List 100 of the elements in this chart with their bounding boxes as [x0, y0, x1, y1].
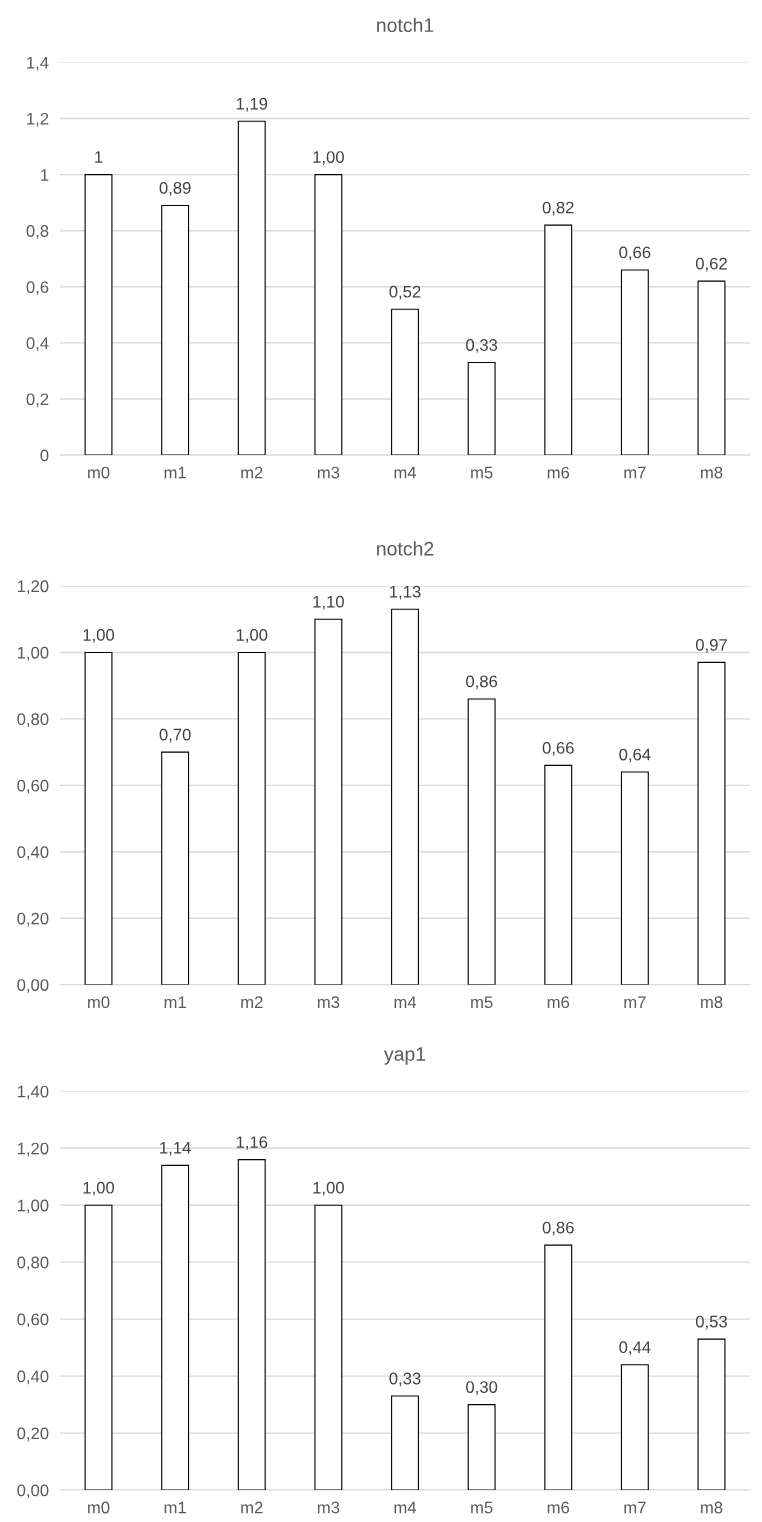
- x-tick-label: m5: [471, 466, 493, 479]
- x-tick-label: m6: [547, 466, 570, 479]
- data-label: 0,30: [466, 1381, 498, 1395]
- bar: [620, 1364, 649, 1491]
- y-tick-label: 1,4: [27, 56, 49, 71]
- bar: [161, 751, 190, 985]
- x-tick-label: m1: [164, 996, 186, 1008]
- data-label: 0,89: [159, 182, 191, 196]
- bar: [697, 1338, 726, 1491]
- x-tick-label: m4: [394, 996, 417, 1008]
- bar: [467, 698, 496, 985]
- bar: [237, 651, 266, 985]
- x-tick-label: m7: [624, 996, 646, 1008]
- y-tick-label: 0,4: [26, 337, 49, 352]
- data-label: 0,70: [159, 728, 191, 743]
- bar: [391, 608, 419, 985]
- data-label: 1,00: [313, 151, 344, 165]
- bar: [620, 771, 649, 985]
- x-tick-label: m0: [88, 1501, 110, 1514]
- bar: [544, 1244, 573, 1491]
- bar: [84, 1204, 113, 1491]
- y-tick-label: 0,00: [17, 979, 49, 993]
- chart-title: notch2: [377, 541, 434, 556]
- y-tick-label: 0,00: [17, 1484, 49, 1499]
- bar: [391, 308, 419, 456]
- y-tick-label: 0,40: [17, 1370, 49, 1385]
- data-label: 0,33: [466, 339, 498, 353]
- data-label: 0,86: [466, 675, 498, 690]
- data-label: 1,00: [83, 629, 115, 643]
- data-label: 1,14: [160, 1142, 191, 1156]
- x-tick-label: m5: [471, 1501, 493, 1514]
- bar: [467, 1404, 496, 1491]
- y-tick-label: 0,60: [17, 779, 49, 794]
- data-label: 1: [95, 151, 103, 163]
- x-tick-label: m0: [88, 996, 110, 1009]
- bar: [544, 224, 573, 456]
- bar: [237, 1159, 266, 1491]
- y-tick-label: 0,2: [26, 393, 49, 408]
- bar: [314, 174, 343, 456]
- x-tick-label: m6: [547, 1501, 570, 1514]
- data-label: 0,86: [542, 1221, 574, 1236]
- data-label: 0,66: [619, 246, 651, 261]
- bar: [467, 361, 496, 456]
- x-tick-label: m3: [317, 466, 340, 479]
- y-tick-label: 0,60: [17, 1313, 49, 1328]
- bar: [391, 1395, 419, 1491]
- bar: [620, 269, 649, 456]
- data-label: 1,00: [83, 1181, 115, 1196]
- y-tick-label: 0: [40, 449, 49, 462]
- data-label: 0,62: [695, 257, 727, 272]
- data-label: 0,64: [619, 748, 651, 763]
- y-tick-label: 0,20: [17, 912, 49, 927]
- data-label: 1,13: [390, 585, 421, 600]
- y-tick-label: 1,40: [17, 1085, 49, 1100]
- x-tick-label: m0: [88, 466, 110, 479]
- bar: [697, 280, 726, 456]
- x-tick-label: m5: [471, 996, 493, 1009]
- bar: [544, 764, 573, 985]
- data-label: 1,16: [236, 1136, 268, 1150]
- y-tick-label: 1,2: [27, 112, 49, 127]
- data-label: 0,53: [695, 1315, 727, 1330]
- y-tick-label: 0,40: [17, 846, 49, 860]
- x-tick-label: m1: [164, 1501, 186, 1514]
- y-tick-label: 0,20: [17, 1427, 49, 1442]
- y-tick-label: 1: [41, 169, 49, 181]
- x-tick-label: m2: [241, 466, 263, 479]
- x-tick-label: m4: [394, 1501, 417, 1514]
- data-label: 1,10: [313, 595, 344, 610]
- data-label: 0,33: [389, 1372, 421, 1387]
- bar: [161, 1164, 190, 1491]
- bar: [314, 618, 343, 985]
- y-tick-label: 1,20: [17, 580, 49, 595]
- x-tick-label: m6: [547, 996, 570, 1009]
- chart-title: notch1: [377, 17, 434, 33]
- x-tick-label: m4: [394, 466, 417, 479]
- y-tick-label: 1,00: [17, 646, 49, 661]
- data-label: 0,82: [542, 201, 574, 216]
- y-tick-label: 1,00: [17, 1199, 49, 1214]
- data-label: 0,97: [695, 638, 727, 653]
- data-label: 0,52: [389, 285, 421, 300]
- x-tick-label: m8: [701, 466, 723, 479]
- bar: [697, 661, 726, 985]
- bar: [237, 120, 266, 456]
- x-tick-label: m1: [164, 466, 186, 479]
- bar: [314, 1204, 343, 1491]
- chart-title: yap1: [383, 1047, 426, 1065]
- y-tick-label: 0,80: [17, 713, 49, 728]
- x-tick-label: m2: [241, 1501, 263, 1514]
- x-tick-label: m3: [317, 1501, 340, 1514]
- data-label: 1,00: [236, 629, 268, 643]
- x-tick-label: m2: [241, 996, 263, 1008]
- x-tick-label: m3: [317, 996, 340, 1009]
- y-tick-label: 0,80: [17, 1256, 49, 1271]
- bar: [161, 204, 190, 456]
- x-tick-label: m7: [624, 466, 646, 479]
- data-label: 0,66: [542, 741, 574, 756]
- x-tick-label: m8: [701, 1501, 723, 1514]
- y-tick-label: 0,8: [26, 225, 49, 239]
- data-label: 1,00: [313, 1181, 344, 1196]
- x-tick-label: m8: [701, 996, 723, 1009]
